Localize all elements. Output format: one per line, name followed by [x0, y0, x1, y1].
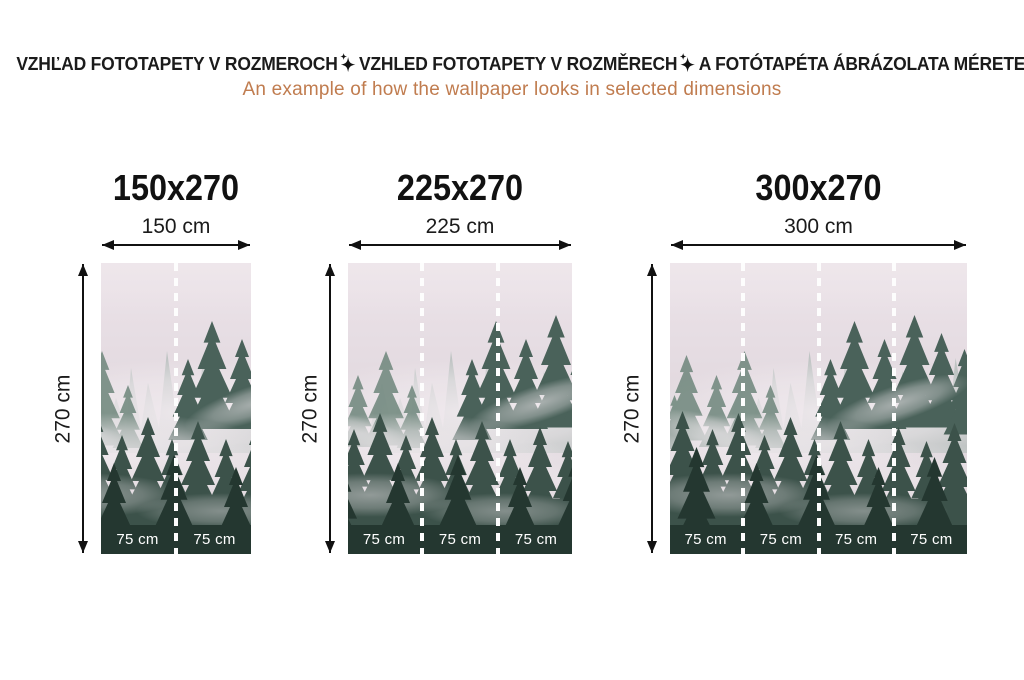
height-dimension-label: 270 cm [51, 374, 74, 443]
width-arrow [102, 240, 250, 250]
panel-divider-dashed-line [891, 263, 896, 554]
segment-width-label: 75 cm [910, 531, 953, 548]
wallpaper-preview: 75 cm 75 cm 75 cm 75 cm [670, 263, 967, 554]
segment-width-label: 75 cm [193, 531, 236, 548]
header-title-hu: A FOTÓTAPÉTA ÁBRÁZOLATA MÉRETEKBEN [698, 54, 1024, 74]
width-arrow [671, 240, 966, 250]
width-dimension-label: 300 cm [784, 215, 853, 238]
header-subtitle: An example of how the wallpaper looks in… [242, 79, 782, 100]
size-variant-150x270: 150x270 150 cm 270 cm 75 cm 75 cm [51, 167, 251, 554]
height-dimension-label: 270 cm [620, 374, 643, 443]
panel-divider-dashed-line [816, 263, 821, 554]
panel-segments: 75 cm 75 cm 75 cm 75 cm [670, 263, 967, 554]
panel-segment: 75 cm [745, 263, 816, 554]
height-arrow [325, 264, 335, 553]
header-title-cz: VZHLED FOTOTAPETY V ROZMĚRECH [358, 54, 678, 74]
segment-width-label: 75 cm [684, 531, 727, 548]
panel-segment: 75 cm [500, 263, 572, 554]
wallpaper-preview: 75 cm 75 cm [101, 263, 251, 554]
panel-divider-dashed-line [741, 263, 746, 554]
panel-segment: 75 cm [821, 263, 892, 554]
height-arrow [78, 264, 88, 553]
segment-width-label: 75 cm [362, 531, 406, 548]
panel-segment: 75 cm [178, 263, 251, 554]
height-arrow [647, 264, 657, 553]
header-title-sk: VZHĽAD FOTOTAPETY V ROZMEROCH [16, 54, 338, 74]
segment-width-label: 75 cm [834, 531, 878, 548]
sparkle-icon [680, 53, 696, 73]
panel-segment: 75 cm [896, 263, 967, 554]
panel-divider-dashed-line [420, 263, 424, 554]
size-title: 150x270 [112, 167, 240, 208]
header-title: VZHĽAD FOTOTAPETY V ROZMEROCH VZHLED FOTO… [0, 51, 1024, 75]
size-variant-225x270: 225x270 225 cm 270 cm 75 cm 75 cm 75 cm [298, 167, 572, 554]
segment-width-label: 75 cm [759, 531, 803, 548]
width-dimension-label: 150 cm [141, 215, 211, 238]
size-variant-300x270: 300x270 300 cm 270 cm 75 cm 75 cm 75 cm … [620, 167, 967, 554]
panel-divider-dashed-line [496, 263, 500, 554]
sparkle-icon [340, 53, 356, 73]
panel-segment: 75 cm [101, 263, 174, 554]
segment-width-label: 75 cm [438, 531, 482, 548]
panel-segments: 75 cm 75 cm [101, 263, 251, 554]
segment-width-label: 75 cm [514, 531, 558, 548]
panel-segments: 75 cm 75 cm 75 cm [348, 263, 572, 554]
panel-segment: 75 cm [348, 263, 420, 554]
width-arrow [349, 240, 571, 250]
panel-segment: 75 cm [424, 263, 496, 554]
width-dimension-label: 225 cm [425, 215, 495, 238]
panel-divider-dashed-line [174, 263, 178, 554]
panel-segment: 75 cm [670, 263, 741, 554]
height-dimension-label: 270 cm [298, 374, 321, 443]
segment-width-label: 75 cm [116, 531, 159, 548]
size-title: 225x270 [396, 167, 524, 208]
size-title: 300x270 [755, 167, 882, 208]
wallpaper-preview: 75 cm 75 cm 75 cm [348, 263, 572, 554]
